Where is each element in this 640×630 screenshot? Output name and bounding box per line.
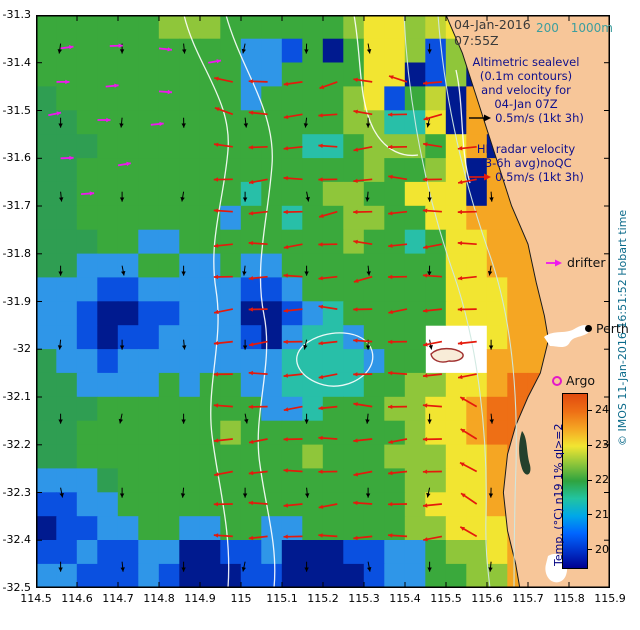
y-tick-label: -32.5	[2, 581, 31, 594]
x-tick-label: 115.3	[348, 592, 380, 605]
timestamp-block: 04-Jan-2016 07:55Z	[454, 17, 531, 49]
legend: Altimetric sealevel (0.1m contours) and …	[440, 55, 612, 184]
colorbar-title: Temp. (°C) n19 1% ql>=2	[552, 423, 565, 566]
x-tick-label: 114.8	[143, 592, 175, 605]
legend-line: Altimetric sealevel	[472, 55, 580, 69]
y-tick-label: -32.2	[2, 437, 31, 451]
legend-gap	[440, 125, 612, 142]
legend-line: (3-6h avg)noQC	[480, 156, 572, 170]
colorbar-tick-mark	[588, 444, 592, 446]
altimetric-velocity-arrows	[57, 43, 494, 572]
altimetric-scale-line: 0.5m/s (1kt 3h)	[440, 111, 612, 125]
red-arrow-icon	[469, 173, 492, 181]
black-arrow-icon	[469, 114, 492, 122]
colorbar-tick-label: 24	[595, 403, 609, 417]
colorbar-tick-mark	[588, 549, 592, 551]
legend-line: HF radar velocity	[476, 142, 576, 156]
sealevel-contours	[183, 15, 471, 588]
axes-frame	[36, 15, 610, 588]
y-tick-label: -32.3	[2, 485, 31, 499]
copyright: © IMOS 11-Jan-2016 16:51:52 Hobart time	[616, 209, 629, 446]
y-tick-label: -31.3	[2, 8, 31, 21]
y-tick-label: -32.1	[2, 390, 31, 403]
drifter-velocity-arrows	[48, 43, 222, 196]
x-tick-label: 115	[230, 592, 252, 605]
y-tick-label: -32.4	[2, 533, 31, 547]
colorbar: 24 23 22 21 20 Temp. (°C) n19 1% ql>=2	[540, 390, 640, 580]
x-tick-label: 115.8	[553, 592, 585, 605]
x-tick-label: 114.9	[184, 592, 216, 605]
x-tick-label: 115.9	[594, 592, 626, 605]
y-tick-label: -31.7	[2, 199, 31, 212]
time-label: 07:55Z	[454, 33, 499, 48]
y-tick-label: -31.4	[2, 55, 31, 69]
colorbar-tick-mark	[588, 514, 592, 516]
date-label: 04-Jan-2016	[454, 17, 531, 32]
x-tick-label: 115.7	[512, 592, 544, 605]
legend-line: 0.5m/s (1kt 3h)	[495, 111, 584, 125]
rottnest-island	[430, 347, 464, 363]
drifter-annotation: drifter	[545, 255, 605, 270]
colorbar-tick-mark	[588, 409, 592, 411]
legend-line: (0.1m contours)	[479, 69, 573, 83]
perth-label: Perth	[596, 321, 629, 336]
x-tick-label: 115.1	[266, 592, 298, 605]
y-tick-label: -31.9	[2, 294, 31, 308]
colorbar-tick-label: 23	[595, 438, 609, 452]
x-tick-label: 115.4	[389, 592, 421, 605]
y-tick-label: -31.8	[2, 246, 31, 260]
argo-annotation: Argo	[552, 373, 595, 388]
garden-island	[519, 431, 531, 475]
x-tick-label: 114.6	[61, 592, 93, 605]
peel-inlet	[545, 553, 568, 583]
perth-annotation: Perth	[585, 321, 629, 336]
x-tick-label: 115.6	[471, 592, 503, 605]
perth-marker	[585, 325, 592, 332]
argo-label: Argo	[566, 373, 596, 388]
isobath-depth-label: 200 1000m	[536, 21, 613, 35]
colorbar-tick-label: 20	[595, 542, 609, 556]
colorbar-ticks: 24 23 22 21 20	[540, 390, 640, 580]
isobath-contours	[403, 15, 517, 588]
colorbar-gradient	[562, 393, 588, 569]
x-tick-label: 115.2	[307, 592, 339, 605]
y-tick-label: -31.6	[2, 151, 31, 165]
y-tick-label: -32	[13, 342, 31, 356]
hf-scale-line: 0.5m/s (1kt 3h)	[440, 170, 612, 184]
magenta-arrow-icon	[546, 259, 562, 266]
y-tick-label: -31.5	[2, 103, 31, 117]
x-tick-label: 115.5	[430, 592, 462, 605]
drifter-label: drifter	[567, 255, 606, 270]
colorbar-tick-label: 22	[595, 473, 609, 486]
colorbar-tick-label: 21	[595, 507, 609, 521]
hf-radar-velocity-arrows	[213, 75, 478, 542]
map-canvas	[36, 15, 610, 588]
legend-line: 04-Jan 07Z	[494, 97, 558, 111]
map-plot: 04-Jan-2016 07:55Z 200 1000m Altimetric …	[36, 15, 629, 588]
argo-marker	[552, 375, 562, 386]
legend-line: 0.5m/s (1kt 3h)	[495, 170, 584, 184]
x-tick-label: 114.5	[20, 592, 52, 605]
swan-river-estuary	[544, 325, 590, 347]
legend-line: and velocity for	[481, 83, 571, 97]
colorbar-tick-mark	[588, 479, 592, 481]
x-tick-label: 114.7	[102, 592, 134, 605]
